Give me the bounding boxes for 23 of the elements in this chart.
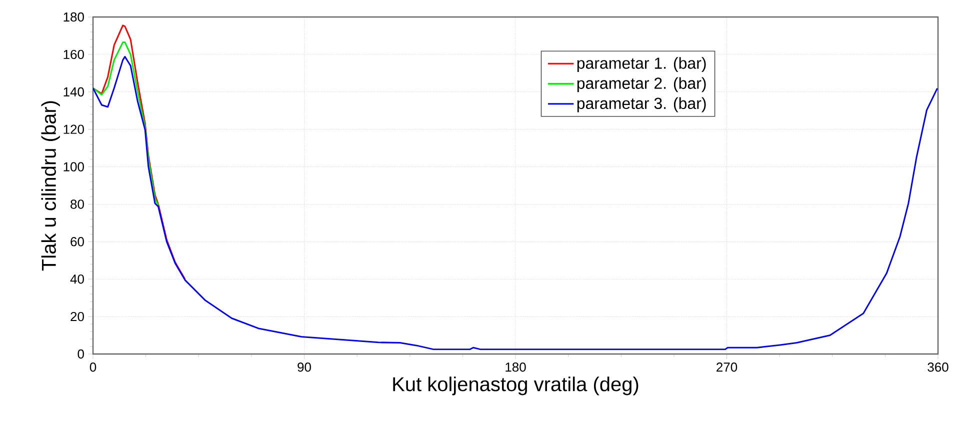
- y-tick-label: 100: [64, 162, 84, 172]
- line-series: [93, 24, 186, 280]
- y-tick-label: 40: [70, 274, 84, 284]
- y-tick-label: 180: [64, 12, 84, 22]
- y-tick-label: 60: [70, 237, 84, 246]
- y-tick-label: 0: [78, 349, 84, 359]
- legend-label: parametar 3. (bar): [577, 97, 706, 112]
- legend-label: parametar 1. (bar): [577, 57, 706, 72]
- y-tick-label: 20: [70, 312, 84, 322]
- x-tick-label: 180: [506, 362, 526, 372]
- y-tick-label: 160: [64, 50, 84, 60]
- x-axis-title: Kut koljenastog vratila (deg): [393, 376, 638, 396]
- x-tick-label: 270: [716, 362, 738, 372]
- y-tick-label: 80: [70, 200, 84, 209]
- line-series: [93, 56, 938, 350]
- y-tick-label: 120: [64, 124, 84, 134]
- x-tick-label: 90: [298, 362, 311, 372]
- x-tick-label: 0: [90, 362, 96, 372]
- legend-label: parametar 2. (bar): [577, 77, 706, 92]
- line-series: [93, 42, 160, 206]
- y-axis-title: Tlak u cilindru (bar): [41, 101, 60, 271]
- y-tick-label: 140: [64, 87, 84, 96]
- x-tick-label: 360: [928, 362, 948, 372]
